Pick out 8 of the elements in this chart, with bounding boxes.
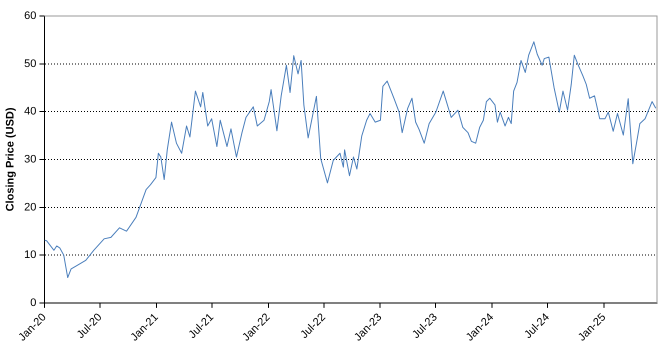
y-tick-label: 20	[24, 201, 36, 214]
y-tick-label: 50	[24, 58, 36, 70]
y-axis-title: Closing Price (USD)	[4, 107, 17, 212]
y-tick-label: 40	[24, 106, 36, 118]
y-tick-label: 60	[24, 10, 36, 22]
y-tick-label: 0	[30, 296, 36, 309]
y-tick-label: 30	[24, 153, 36, 166]
y-tick-label: 10	[24, 249, 36, 262]
